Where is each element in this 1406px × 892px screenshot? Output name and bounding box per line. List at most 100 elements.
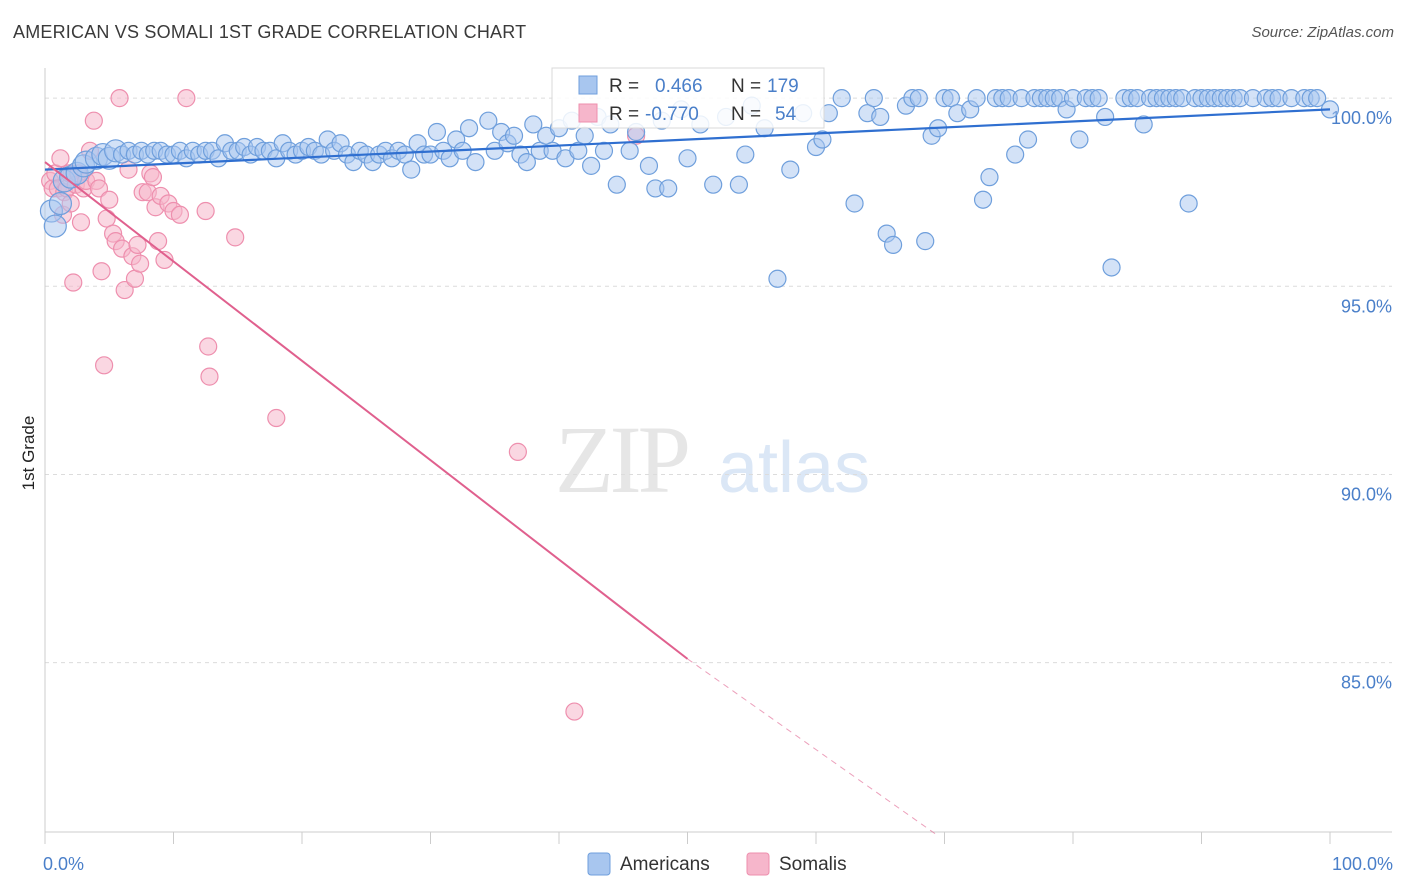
somali-point[interactable] <box>143 168 163 187</box>
american-point[interactable] <box>402 160 421 179</box>
american-point[interactable] <box>967 89 986 108</box>
source-credit: Source: ZipAtlas.com <box>1251 24 1394 41</box>
american-point[interactable] <box>832 89 851 108</box>
american-point[interactable] <box>781 160 800 179</box>
american-point[interactable] <box>659 179 678 198</box>
y-axis-label: 1st Grade <box>19 416 38 491</box>
legend-label-somalis[interactable]: Somalis <box>779 854 847 875</box>
american-point[interactable] <box>582 156 601 175</box>
american-trend-line <box>44 108 1331 171</box>
american-point[interactable] <box>1070 130 1089 149</box>
american-point[interactable] <box>517 152 536 172</box>
somali-point[interactable] <box>177 89 196 108</box>
american-point[interactable] <box>704 175 723 194</box>
american-point[interactable] <box>1006 145 1025 164</box>
axes: 85.0% 90.0% 95.0% 100.0% 0.0% 100.0% <box>43 68 1393 874</box>
y-tick-label: 85.0% <box>1341 673 1392 693</box>
american-point[interactable] <box>916 232 935 251</box>
american-point[interactable] <box>479 111 498 130</box>
american-point[interactable] <box>678 149 697 168</box>
american-point[interactable] <box>639 156 659 175</box>
legend-label-americans[interactable]: Americans <box>620 854 710 875</box>
watermark-zip: ZIP <box>555 406 688 513</box>
american-point[interactable] <box>813 130 832 149</box>
somali-point[interactable] <box>170 205 190 224</box>
american-point[interactable] <box>395 145 414 164</box>
stats-americans-n-label: N = <box>731 76 761 97</box>
stats-americans-r-label: R = <box>609 76 639 97</box>
american-point[interactable] <box>48 191 73 216</box>
watermark-atlas: atlas <box>718 428 870 508</box>
x-tick-label-min: 0.0% <box>43 854 84 874</box>
stats-americans-n-value: 179 <box>767 76 799 97</box>
american-point[interactable] <box>871 107 890 127</box>
american-point[interactable] <box>43 214 67 238</box>
legend-swatch-somalis[interactable] <box>746 852 770 876</box>
somali-point[interactable] <box>148 232 168 251</box>
chart-title: AMERICAN VS SOMALI 1ST GRADE CORRELATION… <box>13 22 527 42</box>
somali-point[interactable] <box>51 149 70 168</box>
somali-point[interactable] <box>64 273 83 292</box>
american-point[interactable] <box>569 141 588 160</box>
american-point[interactable] <box>909 89 928 108</box>
y-tick-label: 95.0% <box>1341 296 1392 316</box>
american-point[interactable] <box>768 269 787 288</box>
somali-point[interactable] <box>267 408 286 428</box>
grid-lines <box>45 97 1392 664</box>
somali-point[interactable] <box>508 442 527 461</box>
somali-trend-line <box>44 161 689 660</box>
american-point[interactable] <box>427 122 447 142</box>
legend-swatch-americans[interactable] <box>587 852 611 876</box>
stats-somalis-n-value: 54 <box>775 104 797 125</box>
trend-lines <box>44 108 1331 837</box>
american-point[interactable] <box>736 145 755 164</box>
american-point[interactable] <box>459 119 479 138</box>
american-point[interactable] <box>575 126 594 145</box>
stats-swatch-somalis <box>578 103 598 123</box>
somali-point[interactable] <box>196 201 215 221</box>
somali-point[interactable] <box>115 280 134 300</box>
somali-point[interactable] <box>97 209 116 228</box>
american-point[interactable] <box>729 175 749 194</box>
legend: Americans Somalis <box>587 852 847 876</box>
stats-somalis-r-label: R = <box>609 104 639 125</box>
somali-point[interactable] <box>119 160 138 179</box>
american-point[interactable] <box>1102 258 1121 277</box>
somali-point[interactable] <box>89 179 109 198</box>
stats-somalis-n-label: N = <box>731 104 761 125</box>
american-point[interactable] <box>941 89 961 108</box>
american-point[interactable] <box>524 115 543 134</box>
american-point[interactable] <box>845 194 864 213</box>
american-point[interactable] <box>1096 107 1115 127</box>
somali-point[interactable] <box>71 213 91 232</box>
american-point[interactable] <box>620 141 639 160</box>
american-point[interactable] <box>607 175 626 194</box>
somali-point[interactable] <box>565 702 584 721</box>
american-point[interactable] <box>1179 194 1198 213</box>
american-point[interactable] <box>504 126 524 145</box>
somali-point[interactable] <box>84 111 103 130</box>
somali-point[interactable] <box>128 235 147 254</box>
american-point[interactable] <box>1308 89 1327 108</box>
somali-point[interactable] <box>125 269 145 288</box>
somali-point[interactable] <box>200 367 219 386</box>
somali-point[interactable] <box>226 228 245 247</box>
american-point[interactable] <box>973 190 993 209</box>
american-point[interactable] <box>883 235 903 254</box>
somali-point[interactable] <box>110 89 129 108</box>
american-point[interactable] <box>466 152 485 172</box>
stats-swatch-americans <box>578 75 598 95</box>
american-point[interactable] <box>594 141 614 160</box>
somali-point[interactable] <box>199 337 218 356</box>
somali-point[interactable] <box>130 254 150 273</box>
somali-point[interactable] <box>92 262 111 281</box>
american-point[interactable] <box>1018 130 1038 149</box>
stats-americans-r-value: 0.466 <box>655 76 703 97</box>
american-point[interactable] <box>1134 115 1153 134</box>
american-point[interactable] <box>1089 89 1108 108</box>
somali-point[interactable] <box>95 356 114 375</box>
american-point[interactable] <box>864 89 883 108</box>
american-point[interactable] <box>980 168 999 187</box>
somali-point[interactable] <box>100 190 119 209</box>
